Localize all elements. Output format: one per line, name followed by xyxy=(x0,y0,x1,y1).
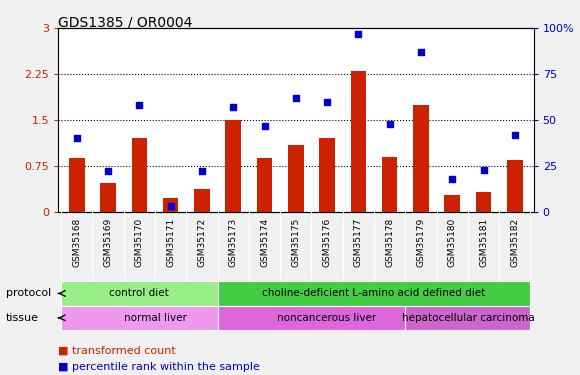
Text: tissue: tissue xyxy=(6,313,39,323)
Bar xyxy=(163,198,179,212)
Text: normal liver: normal liver xyxy=(124,313,186,323)
Text: GSM35172: GSM35172 xyxy=(197,217,206,267)
Text: GSM35180: GSM35180 xyxy=(448,217,456,267)
Text: hepatocellular carcinoma: hepatocellular carcinoma xyxy=(401,313,534,323)
Point xyxy=(510,132,520,138)
Bar xyxy=(288,144,303,212)
Bar xyxy=(413,105,429,212)
Point xyxy=(291,95,300,101)
Bar xyxy=(194,189,210,212)
Point xyxy=(135,102,144,108)
Text: ■ transformed count: ■ transformed count xyxy=(58,346,176,355)
Bar xyxy=(507,160,523,212)
Text: GSM35182: GSM35182 xyxy=(510,217,519,267)
Text: GSM35176: GSM35176 xyxy=(322,217,332,267)
Bar xyxy=(132,138,147,212)
Text: ■ percentile rank within the sample: ■ percentile rank within the sample xyxy=(58,363,260,372)
Point xyxy=(103,168,113,174)
Bar xyxy=(61,281,218,306)
Text: GSM35175: GSM35175 xyxy=(291,217,300,267)
Text: GSM35171: GSM35171 xyxy=(166,217,175,267)
Text: GSM35177: GSM35177 xyxy=(354,217,363,267)
Point xyxy=(385,121,394,127)
Bar xyxy=(405,306,531,330)
Text: control diet: control diet xyxy=(110,288,169,298)
Text: GSM35168: GSM35168 xyxy=(72,217,81,267)
Point xyxy=(197,168,206,174)
Bar xyxy=(444,195,460,212)
Bar xyxy=(100,183,116,212)
Point xyxy=(416,49,426,55)
Text: GSM35178: GSM35178 xyxy=(385,217,394,267)
Text: GDS1385 / OR0004: GDS1385 / OR0004 xyxy=(58,15,193,29)
Text: protocol: protocol xyxy=(6,288,51,298)
Bar xyxy=(218,306,437,330)
Text: GSM35169: GSM35169 xyxy=(104,217,113,267)
Point xyxy=(260,123,269,129)
Point xyxy=(479,166,488,172)
Bar xyxy=(476,192,491,212)
Point xyxy=(72,135,81,141)
Text: GSM35173: GSM35173 xyxy=(229,217,238,267)
Point xyxy=(354,31,363,37)
Bar xyxy=(226,120,241,212)
Bar xyxy=(69,158,85,212)
Text: GSM35179: GSM35179 xyxy=(416,217,426,267)
Text: GSM35174: GSM35174 xyxy=(260,217,269,267)
Point xyxy=(448,176,457,182)
Bar xyxy=(257,158,273,212)
Bar xyxy=(218,281,531,306)
Text: choline-deficient L-amino acid defined diet: choline-deficient L-amino acid defined d… xyxy=(262,288,485,298)
Bar xyxy=(382,157,397,212)
Text: GSM35181: GSM35181 xyxy=(479,217,488,267)
Bar xyxy=(61,306,249,330)
Point xyxy=(166,203,175,209)
Text: GSM35170: GSM35170 xyxy=(135,217,144,267)
Point xyxy=(322,99,332,105)
Text: noncancerous liver: noncancerous liver xyxy=(277,313,377,323)
Point xyxy=(229,104,238,110)
Bar xyxy=(319,138,335,212)
Bar xyxy=(350,71,366,212)
